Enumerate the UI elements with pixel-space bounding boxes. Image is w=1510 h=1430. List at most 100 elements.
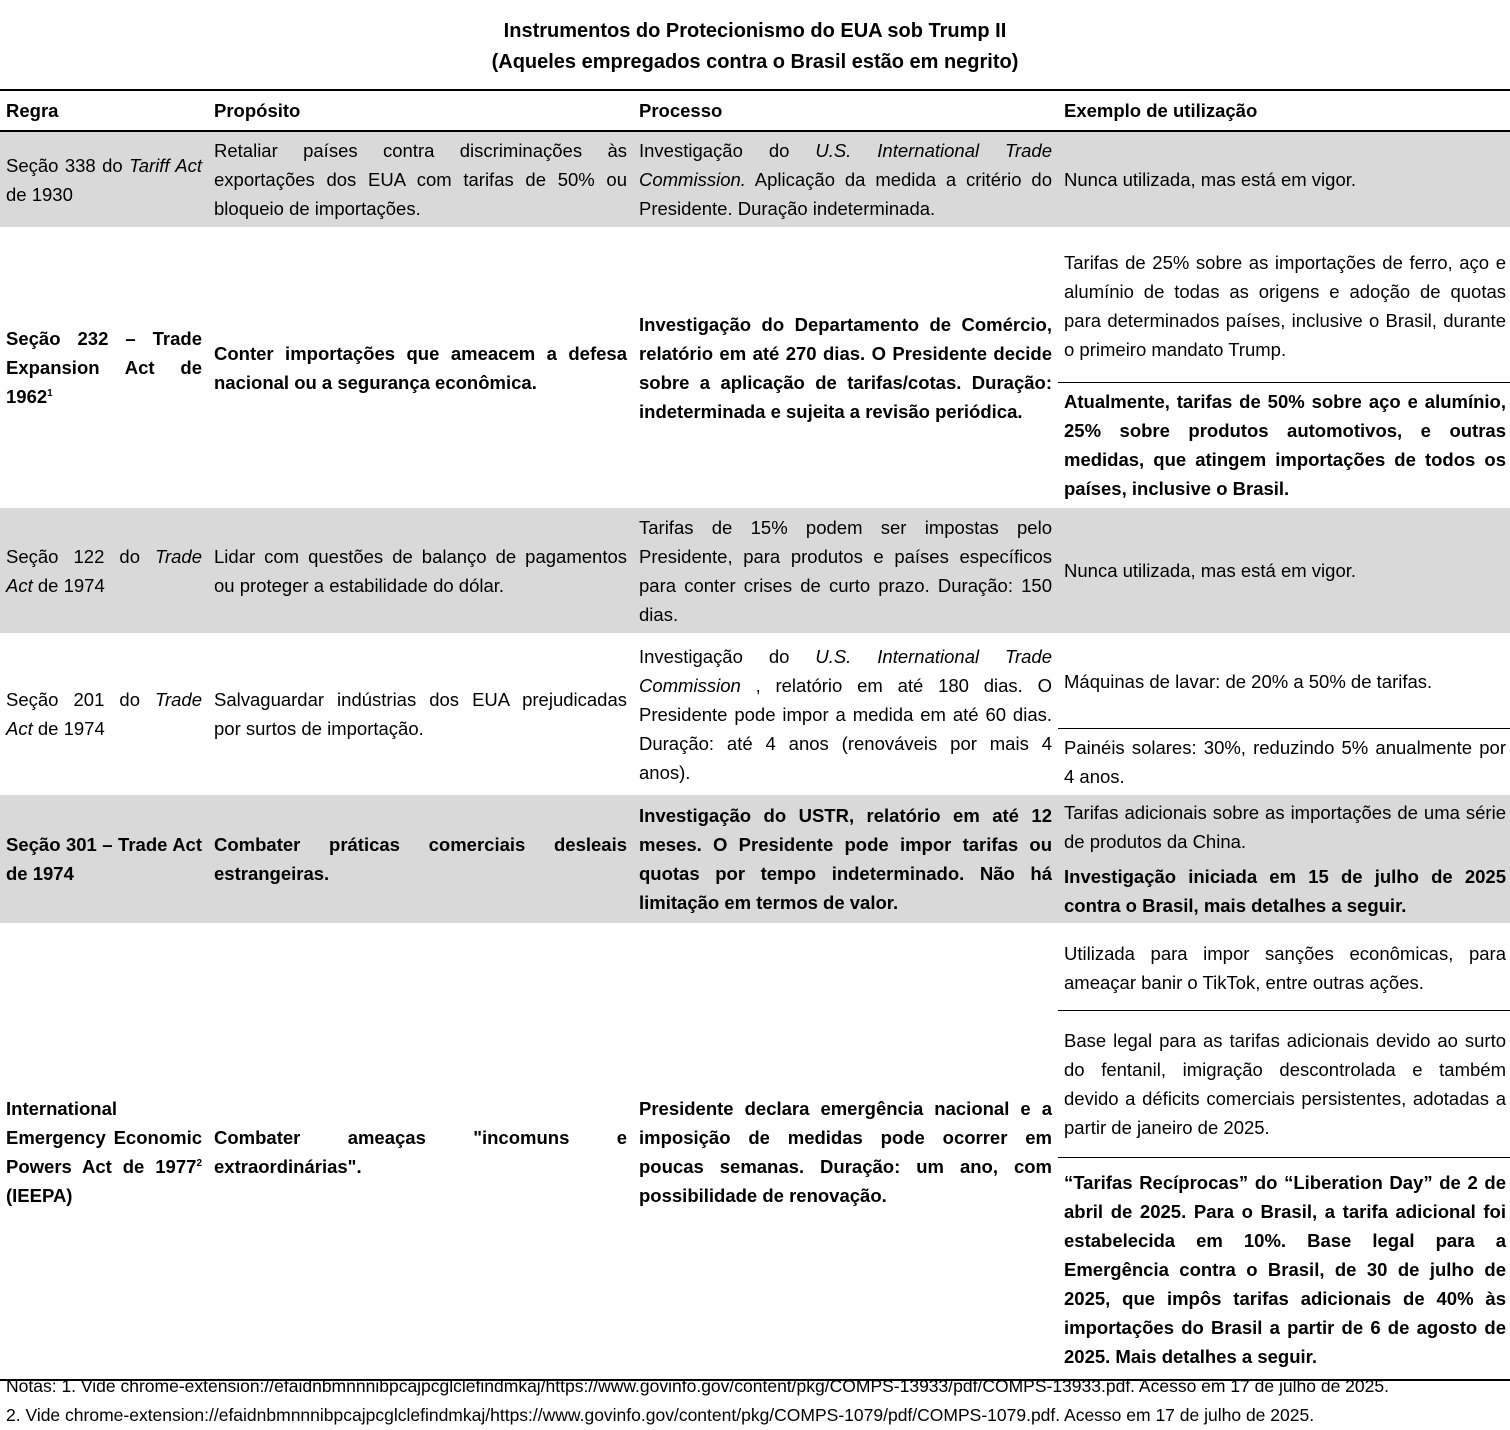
text-segment: de 1930 bbox=[6, 183, 73, 205]
header-exemplo: Exemplo de utilização bbox=[1064, 100, 1258, 121]
text-segment: Conter importações que ameacem a defesa … bbox=[214, 342, 627, 393]
text-segment: Tarifas de 25% sobre as importações de f… bbox=[1064, 251, 1506, 360]
cell-processo: Presidente declara emergência nacional e… bbox=[633, 924, 1058, 1380]
header-regra: Regra bbox=[6, 100, 59, 121]
text-segment: U.S. International Trade Commission. bbox=[639, 140, 1052, 190]
cell-proposito: Combater práticas comerciais desleais es… bbox=[208, 794, 633, 924]
text-segment: Base legal para as tarifas adicionais de… bbox=[1064, 1030, 1506, 1138]
example-text: Tarifas de 25% sobre as importações de f… bbox=[1064, 248, 1506, 364]
example-item: Painéis solares: 30%, reduzindo 5% anual… bbox=[1058, 728, 1510, 794]
text-segment: Investigação do bbox=[639, 140, 816, 161]
example-item: Nunca utilizada, mas está em vigor. bbox=[1058, 132, 1510, 227]
example-item: “Tarifas Recíprocas” do “Liberation Day”… bbox=[1058, 1157, 1510, 1381]
example-item: Utilizada para impor sanções econômicas,… bbox=[1058, 925, 1510, 1010]
text-segment: U.S. International Trade Commission bbox=[639, 645, 1052, 696]
text-segment: Seção 232 – Trade Expansion Act de 1962 bbox=[6, 328, 202, 407]
example-text: Utilizada para impor sanções econômicas,… bbox=[1064, 939, 1506, 997]
example-text: “Tarifas Recíprocas” do “Liberation Day”… bbox=[1064, 1168, 1506, 1371]
example-text: Base legal para as tarifas adicionais de… bbox=[1064, 1026, 1506, 1142]
cell-proposito: Retaliar países contra discriminações às… bbox=[208, 131, 633, 228]
header-processo: Processo bbox=[639, 100, 723, 121]
example-text: Atualmente, tarifas de 50% sobre aço e a… bbox=[1064, 387, 1506, 503]
text-segment: Tarifas adicionais sobre as importações … bbox=[1064, 802, 1506, 852]
cell-processo: Investigação do U.S. International Trade… bbox=[633, 634, 1058, 794]
example-text: Tarifas adicionais sobre as importações … bbox=[1064, 798, 1506, 856]
header-row: Regra Propósito Processo Exemplo de util… bbox=[0, 90, 1510, 131]
text-segment: (IEEPA) bbox=[6, 1185, 73, 1206]
cell-exemplo: Nunca utilizada, mas está em vigor. bbox=[1058, 131, 1510, 228]
cell-proposito: Conter importações que ameacem a defesa … bbox=[208, 228, 633, 507]
text-segment: Nunca utilizada, mas está em vigor. bbox=[1064, 169, 1357, 190]
footnote-2: 2. Vide chrome-extension://efaidnbmnnnib… bbox=[6, 1405, 1315, 1425]
table-title: Instrumentos do Protecionismo do EUA sob… bbox=[0, 16, 1510, 78]
title-line-2: (Aqueles empregados contra o Brasil estã… bbox=[491, 51, 1019, 73]
example-item: Máquinas de lavar: de 20% a 50% de tarif… bbox=[1058, 635, 1510, 728]
text-segment: Combater ameaças "incomuns e extraordiná… bbox=[214, 1127, 627, 1177]
table-row: Seção 201 do Trade Act de 1974 Salvaguard… bbox=[0, 634, 1510, 794]
cell-processo: Investigação do U.S. International Trade… bbox=[633, 131, 1058, 228]
table-row: Seção 301 – Trade Act de 1974 Combater pr… bbox=[0, 794, 1510, 924]
text-segment: Painéis solares: 30%, reduzindo 5% anual… bbox=[1064, 736, 1506, 787]
text-segment: de 1974 bbox=[32, 574, 105, 596]
example-item: Tarifas adicionais sobre as importações … bbox=[1058, 795, 1510, 859]
table-row: Seção 338 do Tariff Act de 1930 Retaliar … bbox=[0, 131, 1510, 228]
text-segment: Seção 301 – Trade Act de 1974 bbox=[6, 834, 202, 884]
header-proposito: Propósito bbox=[214, 100, 301, 121]
text-segment: Investigação do bbox=[639, 645, 816, 667]
cell-regra: Seção 122 do Trade Act de 1974 bbox=[0, 507, 208, 634]
cell-regra: Seção 232 – Trade Expansion Act de 19621 bbox=[0, 228, 208, 507]
text-segment: Aplicação da medida a critério do Presid… bbox=[639, 169, 1052, 219]
footnote-ref: 1 bbox=[47, 387, 53, 399]
cell-exemplo: Máquinas de lavar: de 20% a 50% de tarif… bbox=[1058, 634, 1510, 794]
example-text: Painéis solares: 30%, reduzindo 5% anual… bbox=[1064, 733, 1506, 791]
example-text: Investigação iniciada em 15 de julho de … bbox=[1064, 862, 1506, 920]
text-segment: Presidente declara emergência nacional e… bbox=[639, 1098, 1052, 1206]
text-segment: Tariff Act bbox=[129, 154, 202, 176]
text-segment: , relatório em até 180 dias. O President… bbox=[639, 674, 1052, 783]
cell-processo: Tarifas de 15% podem ser impostas pelo P… bbox=[633, 507, 1058, 634]
example-text: Nunca utilizada, mas está em vigor. bbox=[1064, 556, 1506, 585]
text-segment: “Tarifas Recíprocas” do “Liberation Day”… bbox=[1064, 1172, 1506, 1367]
cell-regra: Seção 301 – Trade Act de 1974 bbox=[0, 794, 208, 924]
example-item: Tarifas de 25% sobre as importações de f… bbox=[1058, 229, 1510, 382]
cell-exemplo: Utilizada para impor sanções econômicas,… bbox=[1058, 924, 1510, 1380]
example-item: Investigação iniciada em 15 de julho de … bbox=[1058, 859, 1510, 923]
cell-proposito: Lidar com questões de balanço de pagamen… bbox=[208, 507, 633, 634]
table-row: International Emergency Economic Powers … bbox=[0, 924, 1510, 1380]
cell-regra: Seção 338 do Tariff Act de 1930 bbox=[0, 131, 208, 228]
cell-exemplo: Nunca utilizada, mas está em vigor. bbox=[1058, 507, 1510, 634]
text-segment: Trade Act bbox=[6, 689, 202, 739]
title-line-1: Instrumentos do Protecionismo do EUA sob… bbox=[503, 20, 1007, 42]
footnote-ref: 2 bbox=[196, 1157, 202, 1169]
cell-processo: Investigação do USTR, relatório em até 1… bbox=[633, 794, 1058, 924]
text-segment: Investigação do Departamento de Comércio… bbox=[639, 313, 1052, 422]
text-segment: de 1974 bbox=[32, 718, 105, 739]
text-segment: International Emergency Economic Powers … bbox=[6, 1098, 202, 1177]
text-segment: Seção 201 do bbox=[6, 689, 156, 710]
footnote-1: Notas: 1. Vide chrome-extension://efaidn… bbox=[6, 1376, 1389, 1396]
text-segment: Combater práticas comerciais desleais es… bbox=[214, 834, 627, 884]
example-text: Máquinas de lavar: de 20% a 50% de tarif… bbox=[1064, 667, 1506, 696]
table-row: Seção 122 do Trade Act de 1974 Lidar com … bbox=[0, 507, 1510, 634]
text-segment: Retaliar países contra discriminações às… bbox=[214, 140, 627, 219]
example-item: Base legal para as tarifas adicionais de… bbox=[1058, 1010, 1510, 1157]
cell-exemplo: Tarifas de 25% sobre as importações de f… bbox=[1058, 228, 1510, 507]
text-segment: Nunca utilizada, mas está em vigor. bbox=[1064, 560, 1357, 581]
text-segment: Investigação iniciada em 15 de julho de … bbox=[1064, 866, 1506, 916]
text-segment: Seção 122 do bbox=[6, 545, 156, 567]
text-segment: Tarifas de 15% podem ser impostas pelo P… bbox=[639, 516, 1052, 625]
table-row: Seção 232 – Trade Expansion Act de 19621… bbox=[0, 228, 1510, 507]
example-text: Nunca utilizada, mas está em vigor. bbox=[1064, 165, 1506, 194]
cell-processo: Investigação do Departamento de Comércio… bbox=[633, 228, 1058, 507]
text-segment: Seção 338 do bbox=[6, 154, 130, 176]
cell-proposito: Combater ameaças "incomuns e extraordiná… bbox=[208, 924, 633, 1380]
text-segment: Atualmente, tarifas de 50% sobre aço e a… bbox=[1064, 391, 1506, 499]
cell-regra: Seção 201 do Trade Act de 1974 bbox=[0, 634, 208, 794]
text-segment: Salvaguardar indústrias dos EUA prejudic… bbox=[214, 689, 627, 739]
text-segment: Trade Act bbox=[6, 545, 202, 596]
example-item: Atualmente, tarifas de 50% sobre aço e a… bbox=[1058, 382, 1510, 507]
text-segment: Lidar com questões de balanço de pagamen… bbox=[214, 545, 627, 596]
cell-regra: International Emergency Economic Powers … bbox=[0, 924, 208, 1380]
footnotes: Notas: 1. Vide chrome-extension://efaidn… bbox=[6, 1372, 1389, 1430]
text-segment: Utilizada para impor sanções econômicas,… bbox=[1064, 942, 1506, 993]
